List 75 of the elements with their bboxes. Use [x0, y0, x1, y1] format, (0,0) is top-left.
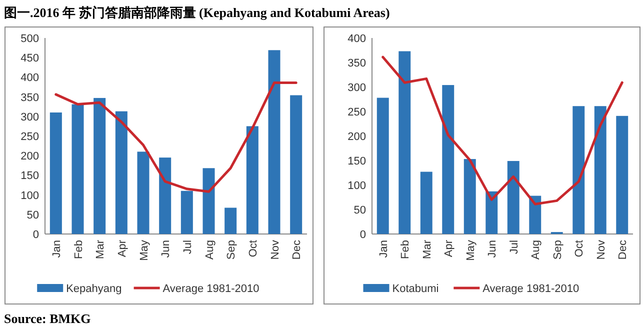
y-tick-label: 250	[20, 131, 39, 143]
bar	[529, 196, 542, 234]
bar	[180, 190, 193, 234]
x-tick-label: Mar	[421, 240, 434, 259]
source-note: Source: BMKG	[4, 311, 91, 326]
x-tick-label: Apr	[116, 240, 128, 258]
y-tick-label: 250	[348, 106, 366, 118]
y-tick-label: 0	[32, 229, 39, 241]
y-tick-label: 500	[20, 33, 39, 45]
y-tick-label: 50	[26, 209, 39, 222]
bar	[594, 106, 606, 234]
bar	[159, 158, 172, 234]
y-tick-label: 150	[20, 170, 39, 182]
bar	[246, 126, 258, 234]
bar	[50, 112, 62, 234]
legend-label: Average 1981-2010	[482, 283, 580, 295]
line-series	[54, 81, 298, 193]
bar	[268, 50, 280, 234]
y-tick-label: 400	[348, 33, 366, 45]
bar	[115, 111, 128, 234]
bar	[486, 191, 498, 234]
x-tick-label: Nov	[269, 240, 282, 260]
line-series	[382, 56, 624, 206]
y-tick-label: 100	[20, 190, 39, 202]
y-tick-label: 200	[348, 131, 366, 143]
bar	[72, 104, 84, 234]
x-tick-label: Nov	[595, 240, 608, 260]
y-tick-label: 350	[348, 58, 366, 70]
bar	[137, 152, 150, 234]
bar	[442, 85, 454, 234]
bar	[202, 168, 215, 234]
x-tick-label: Jan	[50, 240, 63, 258]
y-tick-label: 200	[20, 150, 39, 163]
bar	[224, 208, 237, 234]
bar	[507, 160, 520, 234]
bar	[94, 98, 106, 234]
x-tick-label: May	[138, 240, 150, 261]
y-tick-label: 350	[20, 92, 39, 104]
x-tick-label: Jun	[160, 240, 172, 258]
y-tick-label: 50	[354, 204, 366, 216]
y-tick-label: 0	[360, 229, 366, 241]
bar	[290, 95, 302, 234]
bar	[376, 98, 389, 234]
x-tick-label: May	[464, 240, 477, 261]
x-tick-label: Dec	[291, 240, 304, 260]
y-tick-label: 400	[20, 72, 39, 84]
x-tick-label: Sep	[226, 240, 238, 260]
x-tick-label: Mar	[94, 240, 107, 259]
y-tick-label: 100	[348, 180, 366, 192]
legend-label: Average 1981-2010	[162, 283, 260, 295]
x-tick-label: Oct	[574, 240, 586, 258]
bar	[572, 106, 585, 234]
legend-label: Kotabumi	[392, 283, 439, 295]
x-tick-label: Feb	[400, 240, 412, 259]
y-tick-label: 300	[20, 111, 39, 124]
bar	[398, 51, 411, 234]
x-tick-label: Sep	[552, 240, 564, 260]
chart-title: 图一.2016 年 苏门答腊南部降雨量 (Kepahyang and Kotabumi Areas)	[4, 5, 390, 20]
x-tick-label: Aug	[530, 240, 542, 260]
x-tick-label: Jan	[378, 240, 390, 258]
x-tick-label: Jul	[508, 240, 520, 254]
x-tick-label: Oct	[247, 240, 260, 258]
x-tick-label: Aug	[204, 240, 216, 260]
x-tick-label: Jun	[486, 240, 499, 258]
y-tick-label: 450	[20, 52, 39, 65]
x-tick-label: Apr	[443, 240, 456, 258]
y-tick-label: 150	[348, 156, 366, 168]
legend-label: Kepahyang	[66, 283, 122, 295]
y-tick-label: 300	[348, 82, 366, 94]
x-tick-label: Jul	[182, 240, 194, 254]
bar	[464, 159, 476, 234]
x-tick-label: Feb	[72, 240, 85, 259]
bar	[616, 116, 628, 234]
x-tick-label: Dec	[617, 240, 630, 260]
bar	[420, 172, 432, 234]
